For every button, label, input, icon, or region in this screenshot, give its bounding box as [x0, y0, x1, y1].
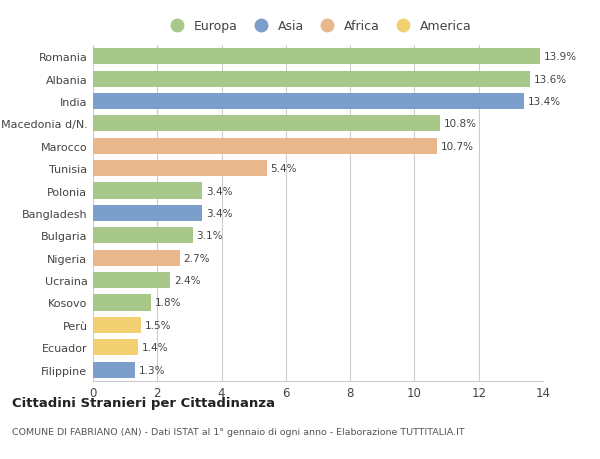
Bar: [93, 250, 180, 266]
Bar: [93, 116, 440, 132]
Bar: [93, 339, 138, 356]
Text: 1.8%: 1.8%: [155, 298, 181, 308]
Text: 2.7%: 2.7%: [184, 253, 210, 263]
Bar: [93, 362, 135, 378]
Text: 1.5%: 1.5%: [145, 320, 172, 330]
Bar: [93, 71, 530, 88]
Bar: [93, 295, 151, 311]
Text: 5.4%: 5.4%: [271, 164, 297, 174]
Text: 13.6%: 13.6%: [534, 74, 567, 84]
Text: 10.8%: 10.8%: [444, 119, 477, 129]
Text: 13.9%: 13.9%: [544, 52, 577, 62]
Bar: [93, 183, 202, 199]
Bar: [93, 138, 437, 155]
Text: 10.7%: 10.7%: [441, 141, 474, 151]
Text: 2.4%: 2.4%: [174, 275, 200, 285]
Text: 3.1%: 3.1%: [197, 231, 223, 241]
Bar: [93, 94, 524, 110]
Text: 3.4%: 3.4%: [206, 186, 233, 196]
Text: 1.3%: 1.3%: [139, 365, 165, 375]
Legend: Europa, Asia, Africa, America: Europa, Asia, Africa, America: [164, 20, 472, 33]
Text: 3.4%: 3.4%: [206, 208, 233, 218]
Bar: [93, 272, 170, 289]
Text: 1.4%: 1.4%: [142, 342, 169, 353]
Text: 13.4%: 13.4%: [527, 97, 560, 107]
Bar: [93, 317, 141, 333]
Text: Cittadini Stranieri per Cittadinanza: Cittadini Stranieri per Cittadinanza: [12, 396, 275, 409]
Bar: [93, 228, 193, 244]
Bar: [93, 161, 266, 177]
Text: COMUNE DI FABRIANO (AN) - Dati ISTAT al 1° gennaio di ogni anno - Elaborazione T: COMUNE DI FABRIANO (AN) - Dati ISTAT al …: [12, 427, 464, 436]
Bar: [93, 205, 202, 222]
Bar: [93, 49, 540, 65]
